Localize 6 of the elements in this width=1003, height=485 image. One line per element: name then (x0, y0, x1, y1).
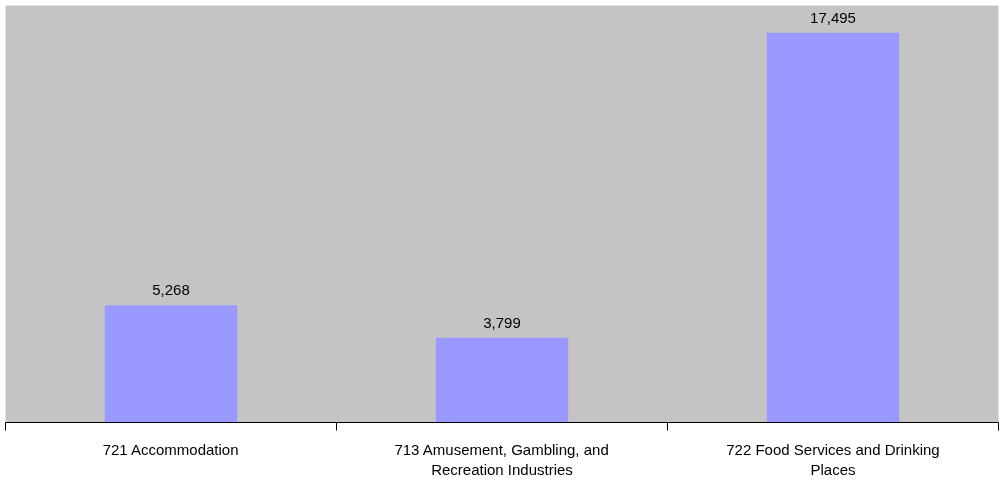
x-tick-label: 721 Accommodation (102, 440, 239, 458)
x-tick-label: 713 Amusement, Gambling, and Recreation Industries (394, 440, 609, 478)
x-tick-label: 722 Food Services and Drinking Places (726, 440, 940, 478)
data-label: 17,495 (810, 8, 856, 26)
data-label: 3,799 (483, 313, 521, 331)
data-label: 5,268 (152, 281, 190, 299)
